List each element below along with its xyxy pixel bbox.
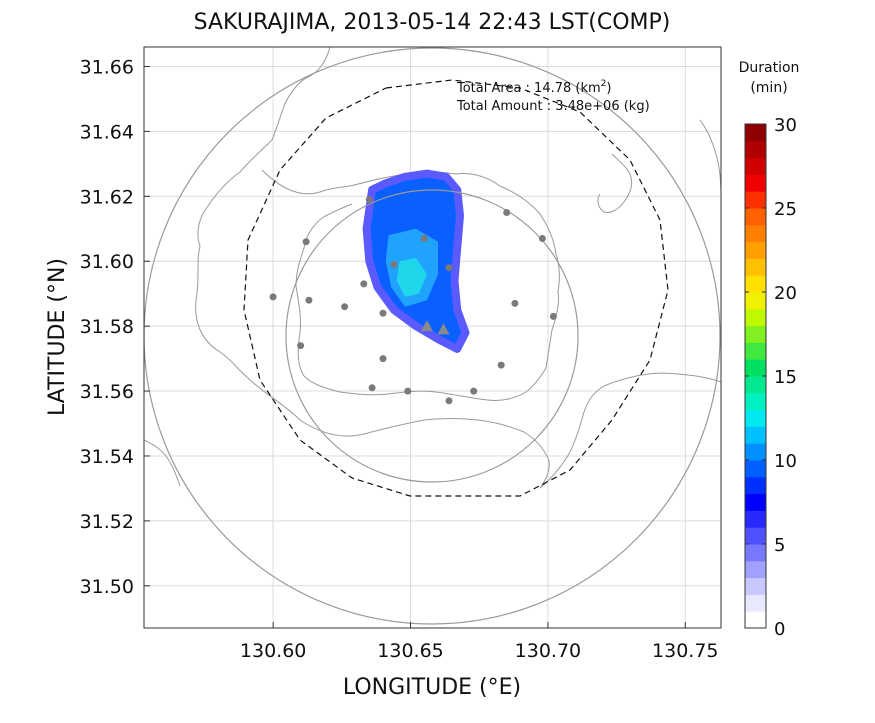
colorbar-step [745, 527, 766, 545]
colorbar-tick-label: 30 [774, 115, 797, 136]
station-marker [365, 196, 373, 204]
colorbar-step [745, 140, 766, 159]
outer-range-ring [144, 47, 721, 625]
colorbar-step [745, 174, 766, 192]
colorbar-step [745, 376, 766, 394]
colorbar-step [745, 476, 766, 495]
y-tick-label: 31.66 [80, 56, 134, 78]
station-marker [390, 261, 398, 268]
deposit-field-peak [396, 258, 427, 297]
station-marker [503, 209, 511, 216]
plot-frame [143, 46, 722, 629]
y-tick-label: 31.52 [80, 511, 134, 533]
colorbar-step [745, 224, 766, 243]
colorbar-step [745, 544, 766, 562]
vent-marker [437, 323, 450, 335]
station-marker [549, 312, 557, 320]
y-tick-label: 31.56 [80, 381, 134, 403]
colorbar-tick-label: 25 [774, 199, 797, 220]
colorbar-step [745, 493, 766, 511]
station-marker [368, 384, 376, 392]
station-marker [305, 296, 313, 304]
deposit-field [362, 169, 470, 353]
colorbar-step [745, 241, 766, 259]
station-marker [341, 303, 349, 311]
station-marker [538, 235, 546, 242]
colorbar-step [745, 510, 766, 528]
station-marker [470, 387, 478, 395]
colorbar-unit: (min) [750, 80, 787, 96]
x-tick-label: 130.65 [377, 640, 443, 662]
colorbar-step [745, 577, 766, 595]
y-axis-label: LATITUDE (°N) [45, 258, 70, 416]
station-marker [269, 293, 277, 301]
station-marker [445, 397, 453, 405]
x-tick-label: 130.70 [515, 640, 581, 662]
colorbar-step [745, 392, 766, 411]
coastline-segment [195, 47, 331, 379]
colorbar-step [745, 426, 766, 444]
colorbar-tick-label: 10 [774, 451, 797, 472]
coastline-segment [247, 377, 550, 489]
y-tick-label: 31.64 [80, 121, 134, 143]
station-marker [420, 235, 428, 242]
total-area-annotation: Total Area : 14.78 (km2) [456, 79, 611, 96]
station-marker [445, 264, 453, 272]
colorbar-tick-label: 5 [774, 535, 785, 556]
y-tick-label: 31.50 [80, 576, 134, 598]
colorbar-step [745, 124, 766, 142]
observation-stations [269, 196, 557, 405]
colorbar-ticks: 0 5 10 15 20 25 30 [745, 115, 797, 640]
colorbar-tick-label: 0 [774, 619, 785, 640]
range-rings [144, 47, 721, 625]
y-axis-ticks: 31.50 31.52 31.54 31.56 31.58 31.60 31.62 31.64… [80, 56, 150, 598]
colorbar-step [745, 594, 766, 612]
x-tick-label: 130.75 [652, 640, 718, 662]
colorbar-step [745, 409, 766, 427]
dashed-boundary [243, 79, 669, 497]
crater-vents [421, 320, 450, 335]
y-tick-label: 31.60 [80, 251, 134, 273]
coastline-segment [539, 372, 721, 489]
colorbar-step [745, 560, 766, 579]
x-axis-label: LONGITUDE (°E) [343, 675, 521, 700]
total-amount-annotation: Total Amount : 3.48e+06 (kg) [456, 99, 650, 114]
colorbar [744, 123, 767, 629]
chart-title: SAKURAJIMA, 2013-05-14 22:43 LST(COMP) [194, 10, 671, 35]
y-tick-label: 31.58 [80, 316, 134, 338]
colorbar-step [745, 325, 766, 343]
colorbar-step [745, 359, 766, 377]
colorbar-step [745, 342, 766, 360]
colorbar-title: Duration [739, 60, 800, 76]
station-marker [497, 361, 505, 369]
colorbar-step [745, 611, 766, 629]
colorbar-step [745, 292, 766, 310]
station-marker [511, 299, 519, 307]
station-marker [404, 387, 412, 395]
colorbar-step [745, 208, 766, 226]
y-tick-label: 31.54 [80, 446, 134, 468]
vent-marker [421, 320, 434, 332]
station-marker [379, 309, 387, 317]
x-tick-label: 130.60 [240, 640, 306, 662]
station-marker [302, 238, 310, 246]
colorbar-step [745, 308, 766, 327]
colorbar-step [745, 157, 766, 175]
colorbar-step [745, 191, 766, 209]
colorbar-tick-label: 20 [774, 283, 797, 304]
colorbar-tick-label: 15 [774, 367, 797, 388]
colorbar-step [745, 275, 766, 293]
colorbar-step [745, 258, 766, 276]
y-tick-label: 31.62 [80, 186, 134, 208]
coastline-segment [597, 153, 633, 213]
x-axis-ticks: 130.60 130.65 130.70 130.75 [240, 622, 719, 662]
colorbar-step [745, 460, 766, 478]
colorbar-step [745, 443, 766, 461]
station-marker [379, 355, 387, 363]
station-marker [360, 280, 368, 288]
inner-range-ring [285, 189, 579, 483]
coastline-segment [144, 439, 181, 487]
station-marker [297, 342, 305, 350]
